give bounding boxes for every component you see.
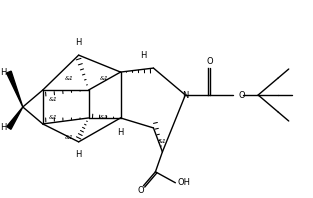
Text: &1: &1 bbox=[64, 135, 73, 140]
Text: &1: &1 bbox=[100, 76, 109, 81]
Text: &1: &1 bbox=[64, 76, 73, 81]
Text: &1: &1 bbox=[158, 139, 167, 144]
Text: OH: OH bbox=[178, 178, 191, 187]
Text: H: H bbox=[0, 123, 6, 132]
Text: O: O bbox=[207, 57, 213, 66]
Text: &1: &1 bbox=[48, 97, 57, 103]
Text: O: O bbox=[137, 186, 144, 195]
Text: H: H bbox=[75, 150, 82, 159]
Polygon shape bbox=[7, 71, 23, 107]
Text: H: H bbox=[75, 38, 82, 47]
Polygon shape bbox=[7, 107, 23, 129]
Text: H: H bbox=[0, 68, 6, 77]
Text: &1: &1 bbox=[48, 115, 57, 120]
Text: H: H bbox=[140, 51, 147, 60]
Text: H: H bbox=[117, 129, 124, 137]
Text: &1: &1 bbox=[100, 115, 109, 120]
Text: N: N bbox=[182, 90, 188, 100]
Text: O: O bbox=[238, 90, 245, 100]
